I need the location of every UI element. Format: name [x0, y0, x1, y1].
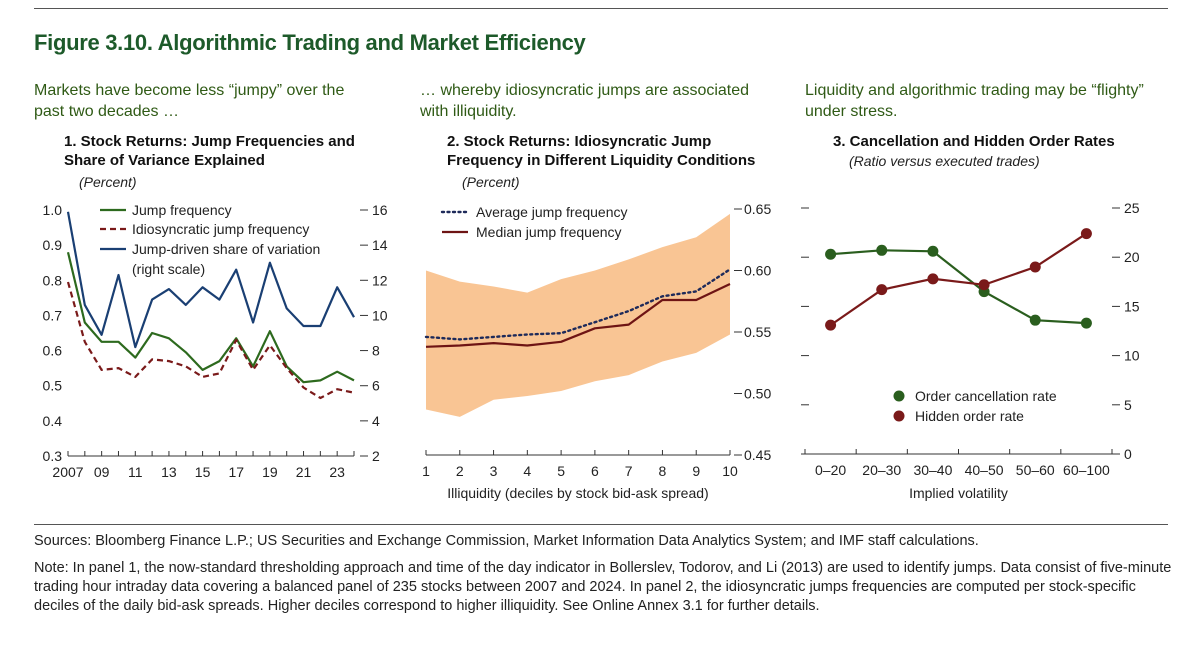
p3-legend-label: Order cancellation rate: [915, 388, 1057, 404]
panel3-unit: (Ratio versus executed trades): [849, 153, 1040, 169]
p1-x-tick-label: 2007: [52, 464, 83, 480]
panel3-subhead: Liquidity and algorithmic trading may be…: [805, 82, 1144, 120]
p3-legend-label: Hidden order rate: [915, 408, 1024, 424]
panel2-title: 2. Stock Returns: Idiosyncratic Jump Fre…: [447, 133, 756, 169]
p3-series-2-point: [876, 284, 888, 296]
p1-legend-label: (right scale): [132, 261, 205, 277]
panel2-subhead: … whereby idiosyncratic jumps are associ…: [420, 82, 750, 120]
note-text: Note: In panel 1, the now-standard thres…: [34, 560, 1172, 614]
p3-right-tick-label: 10: [1124, 348, 1140, 364]
p1-legend-label: Jump-driven share of variation: [132, 241, 320, 257]
p3-series-2-point: [927, 273, 939, 285]
p1-series-line-1: [66, 251, 355, 384]
p1-right-tick-label: 10: [372, 307, 388, 323]
p1-series-line-3: [66, 211, 355, 349]
p1-x-tick-label: 09: [94, 464, 110, 480]
p2-x-tick-label: 8: [659, 463, 667, 479]
p2-right-tick-label: 0.55: [744, 324, 771, 340]
p2-x-tick-label: 1: [422, 463, 430, 479]
p3-x-tick-label: 20–30: [862, 462, 901, 478]
p3-right-tick-label: 25: [1124, 200, 1140, 216]
panel1-title: 1. Stock Returns: Jump Frequencies and S…: [64, 133, 355, 169]
p1-right-tick-label: 12: [372, 272, 388, 288]
p1-series-line-2: [66, 281, 355, 400]
p3-series-2-point: [1029, 261, 1041, 273]
p3-series-2-point: [978, 279, 990, 291]
p3-series-line-1: [830, 249, 1087, 325]
p3-x-tick-label: 60–100: [1063, 462, 1110, 478]
p2-x-tick-label: 3: [490, 463, 498, 479]
p3-series-1-point: [825, 248, 837, 260]
p3-series-1-point: [876, 244, 888, 256]
p1-left-tick-label: 0.3: [43, 448, 63, 464]
p1-left-tick-label: 0.6: [43, 343, 63, 359]
p3-x-tick-label: 50–60: [1016, 462, 1055, 478]
p1-x-tick-label: 11: [128, 464, 143, 480]
p2-right-tick-label: 0.60: [744, 263, 771, 279]
p3-right-tick-label: 5: [1124, 397, 1132, 413]
p2-right-tick-label: 0.65: [744, 201, 771, 217]
p1-right-tick-label: 6: [372, 378, 380, 394]
p1-right-tick-label: 2: [372, 448, 380, 464]
p1-left-tick-label: 0.5: [43, 378, 63, 394]
p3-legend-marker-1: [893, 390, 905, 402]
p2-x-axis-label: Illiquidity (deciles by stock bid-ask sp…: [447, 485, 708, 501]
p3-x-tick-label: 30–40: [913, 462, 952, 478]
p2-legend-label: Average jump frequency: [476, 204, 628, 220]
p2-range-band: [426, 213, 730, 417]
panel1-unit: (Percent): [79, 174, 137, 190]
p1-x-tick-label: 21: [296, 464, 312, 480]
panel2-unit: (Percent): [462, 174, 520, 190]
p2-x-tick-label: 9: [692, 463, 700, 479]
p1-right-tick-label: 16: [372, 202, 388, 218]
p3-series-1-point: [1080, 317, 1092, 329]
panel1-subhead: Markets have become less “jumpy” over th…: [34, 82, 345, 120]
top-rule: [34, 8, 1168, 9]
p1-x-tick-label: 19: [262, 464, 278, 480]
p2-series-line-1: [424, 268, 732, 341]
p2-x-tick-label: 2: [456, 463, 464, 479]
p3-series-1-point: [927, 245, 939, 257]
p3-series-2-point: [1080, 228, 1092, 240]
p2-x-tick-label: 4: [523, 463, 531, 479]
p1-legend-label: Jump frequency: [132, 202, 232, 218]
p3-series-2-point: [825, 319, 837, 331]
p3-series-line-2: [829, 232, 1088, 327]
p3-x-axis-label: Implied volatility: [909, 485, 1008, 501]
figure-title: Figure 3.10. Algorithmic Trading and Mar…: [34, 30, 586, 55]
p2-x-tick-label: 5: [557, 463, 565, 479]
bottom-rule: [34, 524, 1168, 525]
p3-legend-marker-2: [893, 410, 905, 422]
p1-left-tick-label: 0.9: [43, 237, 63, 253]
p3-right-tick-label: 20: [1124, 249, 1140, 265]
p1-right-tick-label: 14: [372, 237, 388, 253]
p1-left-tick-label: 0.7: [43, 307, 63, 323]
p3-right-tick-label: 0: [1124, 446, 1132, 462]
p3-x-tick-label: 0–20: [815, 462, 846, 478]
p1-x-tick-label: 23: [329, 464, 345, 480]
p2-series-line-2: [425, 283, 731, 348]
p1-right-tick-label: 4: [372, 413, 380, 429]
p3-series-1-point: [1029, 314, 1041, 326]
p1-right-tick-label: 8: [372, 343, 380, 359]
sources-text: Sources: Bloomberg Finance L.P.; US Secu…: [34, 533, 979, 549]
p2-x-tick-label: 7: [625, 463, 633, 479]
p3-x-tick-label: 40–50: [965, 462, 1004, 478]
p2-right-tick-label: 0.50: [744, 386, 771, 402]
p1-left-tick-label: 1.0: [43, 202, 63, 218]
p1-legend-label: Idiosyncratic jump frequency: [132, 221, 309, 237]
p1-x-tick-label: 13: [161, 464, 177, 480]
p2-legend-label: Median jump frequency: [476, 224, 622, 240]
p1-left-tick-label: 0.8: [43, 272, 63, 288]
p2-x-tick-label: 6: [591, 463, 599, 479]
p3-right-tick-label: 15: [1124, 298, 1140, 314]
p1-left-tick-label: 0.4: [43, 413, 63, 429]
p1-x-tick-label: 17: [228, 464, 244, 480]
panel3-title: 3. Cancellation and Hidden Order Rates: [833, 133, 1115, 150]
p2-right-tick-label: 0.45: [744, 447, 771, 463]
p1-x-tick-label: 15: [195, 464, 211, 480]
p2-x-tick-label: 10: [722, 463, 738, 479]
